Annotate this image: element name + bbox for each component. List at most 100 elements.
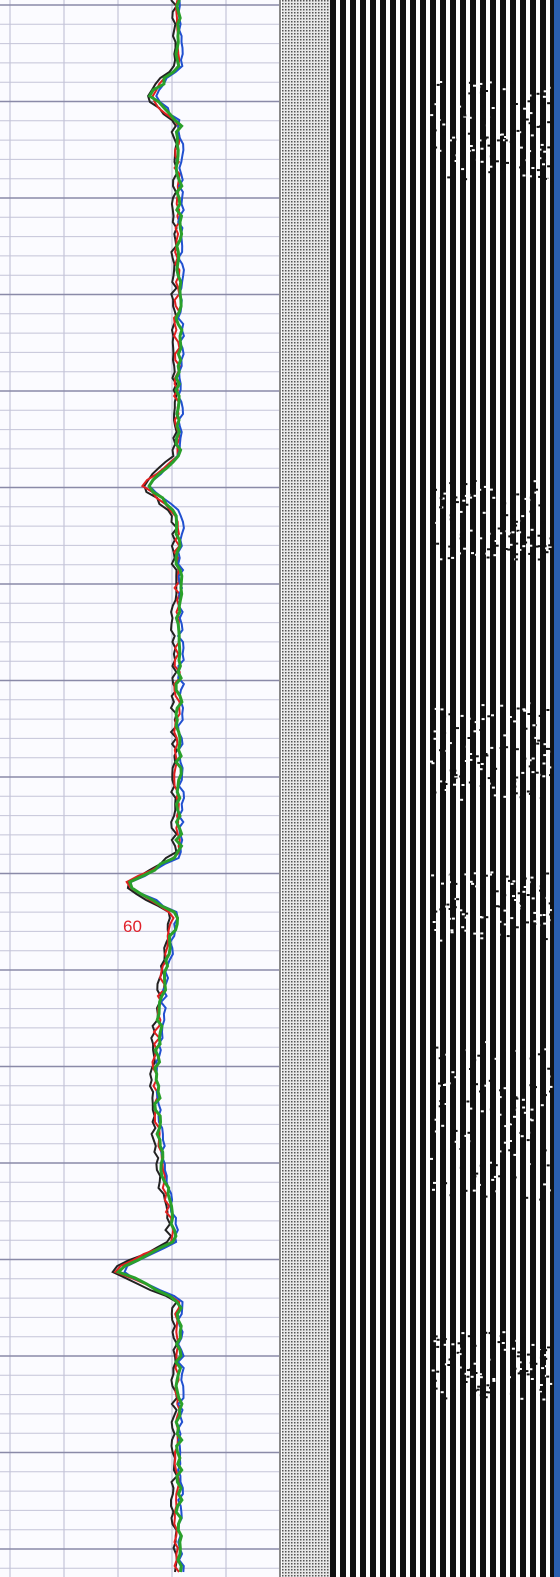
noise-dot <box>442 123 446 126</box>
noise-dot <box>527 702 531 705</box>
noise-dot <box>447 1082 451 1085</box>
noise-dot <box>447 557 451 560</box>
noise-dot <box>470 729 474 732</box>
noise-dot <box>462 499 466 502</box>
noise-dot <box>494 1164 498 1167</box>
noise-dot <box>430 132 433 135</box>
noise-dot <box>496 139 500 142</box>
noise-dot <box>469 1068 472 1070</box>
noise-dot <box>445 749 449 752</box>
noise-dot <box>530 134 534 137</box>
noise-dot <box>503 1087 507 1090</box>
noise-dot <box>492 496 496 499</box>
noise-dot <box>452 903 456 906</box>
noise-dot <box>481 704 485 707</box>
noise-dot <box>529 544 533 547</box>
noise-dot <box>537 1053 541 1056</box>
noise-dot <box>489 165 493 168</box>
noise-dot <box>480 916 484 919</box>
noise-dot <box>460 798 464 801</box>
noise-dot <box>438 1082 441 1085</box>
noise-dot <box>538 148 542 151</box>
noise-dot <box>455 501 459 504</box>
noise-dot <box>471 1168 475 1171</box>
noise-dot <box>500 133 504 136</box>
noise-dot <box>531 1358 535 1361</box>
noise-dot <box>537 545 541 548</box>
noise-dot <box>479 91 483 94</box>
noise-dot <box>549 1382 553 1385</box>
noise-dot <box>528 1118 532 1121</box>
noise-dot <box>488 171 492 174</box>
noise-dot <box>472 487 476 490</box>
noise-dot <box>522 545 526 548</box>
noise-dot <box>528 759 532 762</box>
noise-dot <box>497 527 501 530</box>
noise-dot <box>446 550 450 553</box>
noise-dot <box>456 556 460 559</box>
noise-dot <box>487 1358 491 1361</box>
noise-dot <box>484 1195 488 1198</box>
noise-dot <box>435 1046 439 1049</box>
noise-dot <box>523 757 527 760</box>
noise-dot <box>471 882 475 885</box>
noise-dot <box>463 547 467 550</box>
noise-dot <box>500 80 504 83</box>
noise-dot <box>496 1391 500 1394</box>
noise-dot <box>475 1172 479 1175</box>
noise-dot <box>473 1344 477 1347</box>
noise-dot <box>441 870 445 873</box>
noise-dot <box>495 160 499 163</box>
noise-dot <box>539 1356 543 1359</box>
noise-dot <box>464 1134 468 1137</box>
noise-dot <box>452 1389 456 1392</box>
noise-dot <box>450 931 454 934</box>
noise-dot <box>533 480 537 483</box>
noise-dot <box>454 496 458 499</box>
noise-dot <box>516 1384 520 1387</box>
noise-dot <box>479 537 483 540</box>
noise-dot <box>513 1107 517 1109</box>
noise-dot <box>542 1398 546 1401</box>
noise-dot <box>530 1119 534 1122</box>
noise-dot <box>517 1351 521 1354</box>
noise-dot <box>480 147 484 150</box>
noise-dot <box>480 937 484 940</box>
noise-dot <box>471 552 474 555</box>
noise-dot <box>434 1335 438 1338</box>
noise-dot <box>453 138 457 141</box>
noise-dot <box>473 932 477 935</box>
noise-dot <box>473 480 477 482</box>
noise-dot <box>459 1148 463 1150</box>
noise-dot <box>436 1338 440 1341</box>
noise-dot <box>449 514 453 517</box>
noise-dot <box>498 133 502 136</box>
right-edge <box>554 0 560 1577</box>
noise-dot <box>487 144 491 147</box>
noise-dot <box>451 556 455 559</box>
noise-dot <box>541 1367 545 1370</box>
noise-dot <box>450 929 454 932</box>
noise-dot <box>431 874 435 877</box>
noise-dot <box>433 737 437 740</box>
noise-dot <box>519 1131 523 1134</box>
noise-dot <box>514 103 518 105</box>
noise-dot <box>544 1357 548 1360</box>
noise-dot <box>454 1140 458 1143</box>
noise-dot <box>468 116 472 119</box>
noise-dot <box>487 548 490 551</box>
noise-dot <box>525 159 529 162</box>
noise-dot <box>453 783 456 786</box>
waveform-noise <box>430 80 553 1401</box>
noise-dot <box>539 797 543 800</box>
noise-dot <box>458 552 461 555</box>
noise-dot <box>504 1125 508 1128</box>
noise-dot <box>456 727 459 730</box>
noise-dot <box>519 796 523 799</box>
noise-dot <box>510 791 514 794</box>
noise-dot <box>476 159 480 162</box>
noise-dot <box>492 503 496 506</box>
noise-dot <box>506 935 510 938</box>
noise-dot <box>439 749 442 752</box>
